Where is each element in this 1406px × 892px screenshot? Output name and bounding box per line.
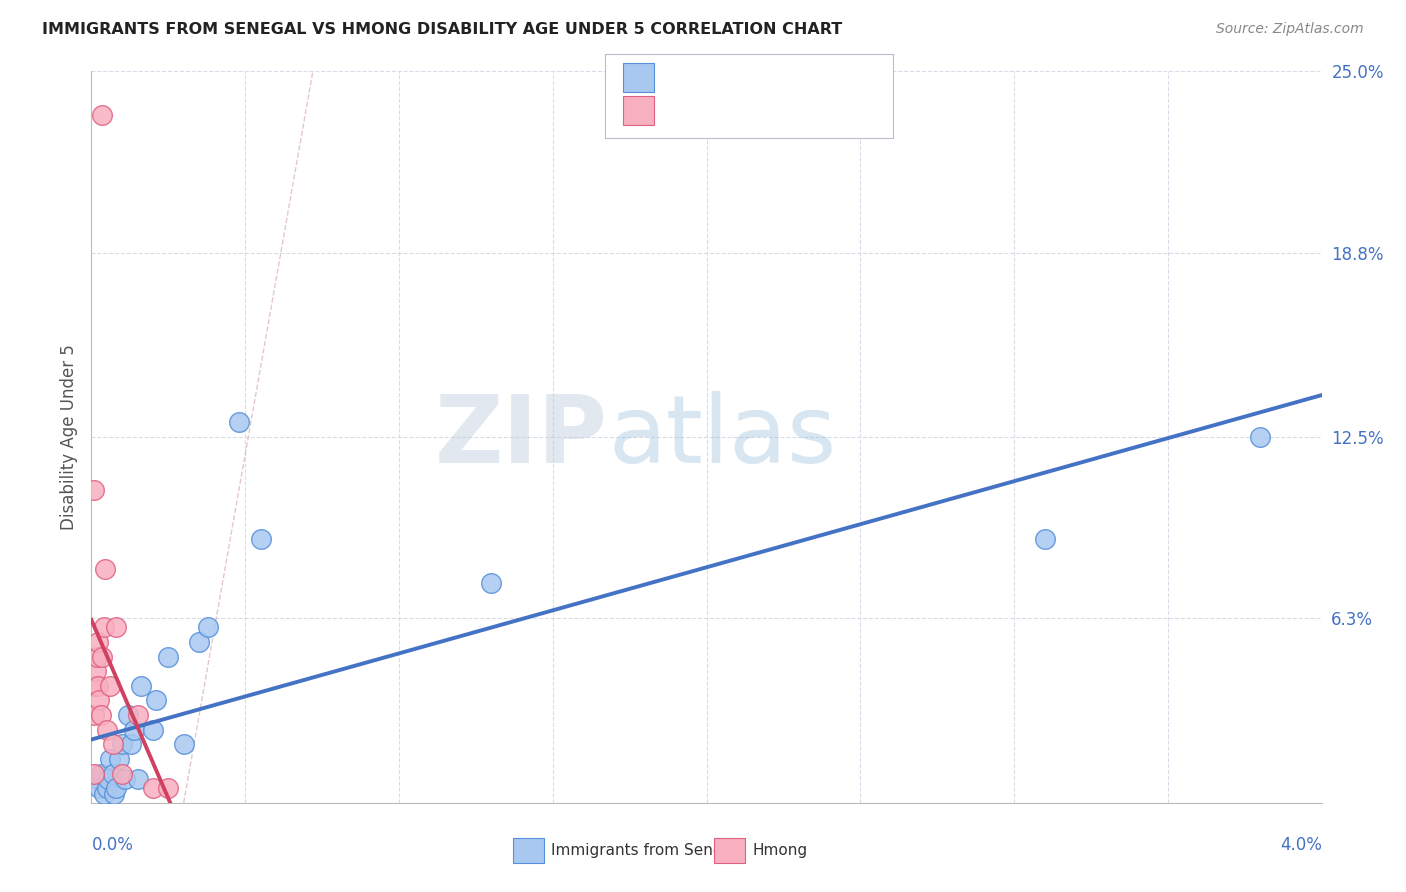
Point [101, 766, 124, 780]
Text: IMMIGRANTS FROM SENEGAL VS HMONG DISABILITY AGE UNDER 5 CORRELATION CHART: IMMIGRANTS FROM SENEGAL VS HMONG DISABIL… [42, 22, 842, 37]
Point [197, 620, 219, 634]
Y-axis label: Disability Age Under 5: Disability Age Under 5 [59, 344, 77, 530]
Point [87, 635, 110, 649]
Text: R = 0.598   N = 20: R = 0.598 N = 20 [662, 102, 846, 120]
Point [124, 723, 146, 737]
Point [90, 766, 112, 780]
Point [96, 781, 118, 796]
Point [91, 108, 114, 122]
Point [87, 693, 110, 707]
Point [86, 649, 108, 664]
Text: ZIP: ZIP [436, 391, 607, 483]
Point [1249, 430, 1271, 444]
Text: Source: ZipAtlas.com: Source: ZipAtlas.com [1216, 22, 1364, 37]
Point [94, 562, 117, 576]
Point [86, 772, 108, 787]
Point [142, 781, 165, 796]
Point [114, 772, 136, 787]
Text: 0.0%: 0.0% [91, 836, 134, 854]
Point [83, 483, 105, 497]
Point [90, 708, 112, 723]
Point [103, 787, 125, 801]
Point [96, 723, 118, 737]
Point [111, 766, 134, 780]
Point [105, 781, 127, 796]
Point [173, 737, 195, 751]
Point [108, 752, 131, 766]
Point [98, 752, 121, 766]
Point [127, 772, 149, 787]
Point [145, 693, 167, 707]
Point [105, 620, 127, 634]
Point [479, 576, 502, 591]
Text: 4.0%: 4.0% [1279, 836, 1322, 854]
Text: R = 0.602   N = 29: R = 0.602 N = 29 [662, 69, 846, 87]
Point [142, 723, 165, 737]
Point [91, 649, 114, 664]
Text: Immigrants from Senegal: Immigrants from Senegal [551, 843, 747, 857]
Point [84, 664, 107, 678]
Point [249, 533, 271, 547]
Text: Hmong: Hmong [752, 843, 807, 857]
Point [157, 781, 180, 796]
Point [86, 679, 108, 693]
Point [83, 766, 105, 780]
Point [93, 787, 115, 801]
Point [120, 737, 142, 751]
Text: atlas: atlas [607, 391, 837, 483]
Point [188, 635, 211, 649]
Point [127, 708, 149, 723]
Point [111, 737, 134, 751]
Point [228, 416, 250, 430]
Point [93, 620, 115, 634]
Point [1033, 533, 1056, 547]
Point [87, 781, 110, 796]
Point [97, 772, 120, 787]
Point [157, 649, 180, 664]
Point [84, 679, 107, 693]
Point [117, 708, 139, 723]
Point [129, 679, 152, 693]
Point [101, 737, 124, 751]
Point [83, 708, 105, 723]
Point [98, 679, 121, 693]
